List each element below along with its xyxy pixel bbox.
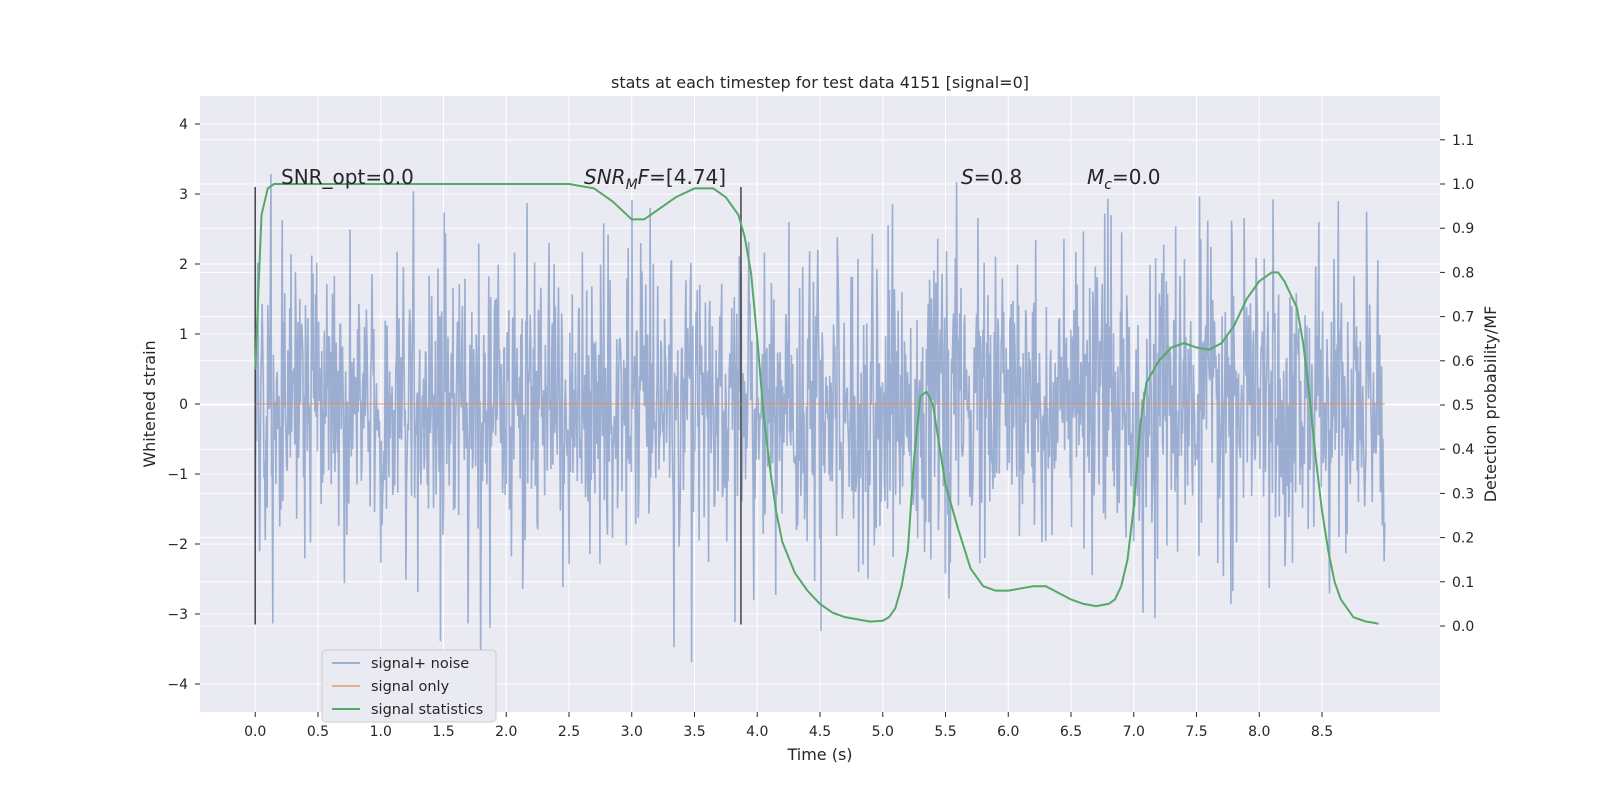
y-tick-label: 0	[179, 397, 188, 413]
vertical-markers	[254, 187, 742, 625]
x-axis-label: Time (s)	[786, 745, 852, 764]
y-right-tick-label: 0.1	[1452, 575, 1474, 591]
x-tick-label: 1.0	[370, 724, 392, 740]
y-axis-ticks: −4 −3 −2 −1 0 1 2 3 4	[167, 117, 200, 693]
annotation-snr-mf: SNRMF=[4.74]	[584, 165, 726, 193]
y-axis-label: Whitened strain	[140, 340, 159, 467]
legend: signal+ noise signal only signal statist…	[321, 649, 497, 723]
y-tick-label: 3	[179, 187, 188, 203]
x-tick-label: 2.0	[495, 724, 517, 740]
y-right-tick-label: 0.4	[1452, 442, 1474, 458]
x-tick-label: 3.5	[683, 724, 705, 740]
chart-title: stats at each timestep for test data 415…	[611, 73, 1029, 92]
x-tick-label: 3.0	[621, 724, 643, 740]
x-tick-label: 0.5	[307, 724, 329, 740]
y-tick-label: −1	[167, 467, 188, 483]
y-right-tick-label: 0.7	[1452, 310, 1474, 326]
series-signal-plus-noise	[254, 173, 1386, 670]
x-tick-label: 4.5	[809, 724, 831, 740]
x-tick-label: 1.5	[432, 724, 454, 740]
annotation-s: S=0.8	[961, 165, 1022, 189]
legend-box	[321, 649, 497, 723]
noise-line	[254, 173, 1386, 670]
y-right-tick-label: 1.0	[1452, 177, 1474, 193]
x-axis-ticks: 0.0 0.5 1.0 1.5 2.0 2.5 3.0 3.5 4.0 4.5 5.0 5.5 6.0 6…	[244, 712, 1333, 740]
x-tick-label: 0.0	[244, 724, 266, 740]
x-tick-label: 7.5	[1185, 724, 1207, 740]
y-tick-label: 1	[179, 327, 188, 343]
legend-label-signal-only: signal only	[371, 679, 450, 695]
y-tick-label: −4	[167, 677, 188, 693]
legend-label-signal-statistics: signal statistics	[371, 702, 483, 718]
y-tick-label: −3	[167, 607, 188, 623]
y-right-tick-label: 0.2	[1452, 531, 1474, 547]
x-tick-label: 2.5	[558, 724, 580, 740]
y-right-tick-label: 0.3	[1452, 486, 1474, 502]
y-axis-right-ticks: 0.0 0.1 0.2 0.3 0.4 0.5 0.6 0.7 0.8 0.9 1.0 1.1	[1440, 133, 1474, 635]
x-tick-label: 6.0	[997, 724, 1019, 740]
y-right-tick-label: 0.8	[1452, 265, 1474, 281]
y-tick-label: 2	[179, 257, 188, 273]
annotation-mc: Mc=0.0	[1087, 165, 1161, 193]
x-tick-label: 6.5	[1060, 724, 1082, 740]
y-tick-label: −2	[167, 537, 188, 553]
x-tick-label: 4.0	[746, 724, 768, 740]
series-signal-statistics	[254, 183, 1379, 625]
legend-label-signal-plus-noise: signal+ noise	[371, 656, 469, 672]
annotations: SNR_opt=0.0 SNRMF=[4.74] S=0.8 Mc=0.0	[281, 165, 1161, 193]
annotation-snr-opt: SNR_opt=0.0	[281, 165, 414, 189]
y-axis-right-label: Detection probability/MF	[1481, 306, 1500, 503]
y-right-tick-label: 0.6	[1452, 354, 1474, 370]
y-tick-label: 4	[179, 117, 188, 133]
x-tick-label: 5.0	[872, 724, 894, 740]
y-right-tick-label: 0.5	[1452, 398, 1474, 414]
x-tick-label: 8.0	[1248, 724, 1270, 740]
y-right-tick-label: 0.9	[1452, 221, 1474, 237]
x-tick-label: 5.5	[934, 724, 956, 740]
y-right-tick-label: 1.1	[1452, 133, 1474, 149]
x-tick-label: 7.0	[1123, 724, 1145, 740]
y-right-tick-label: 0.0	[1452, 619, 1474, 635]
signal-statistics-line	[254, 183, 1379, 625]
x-tick-label: 8.5	[1311, 724, 1333, 740]
